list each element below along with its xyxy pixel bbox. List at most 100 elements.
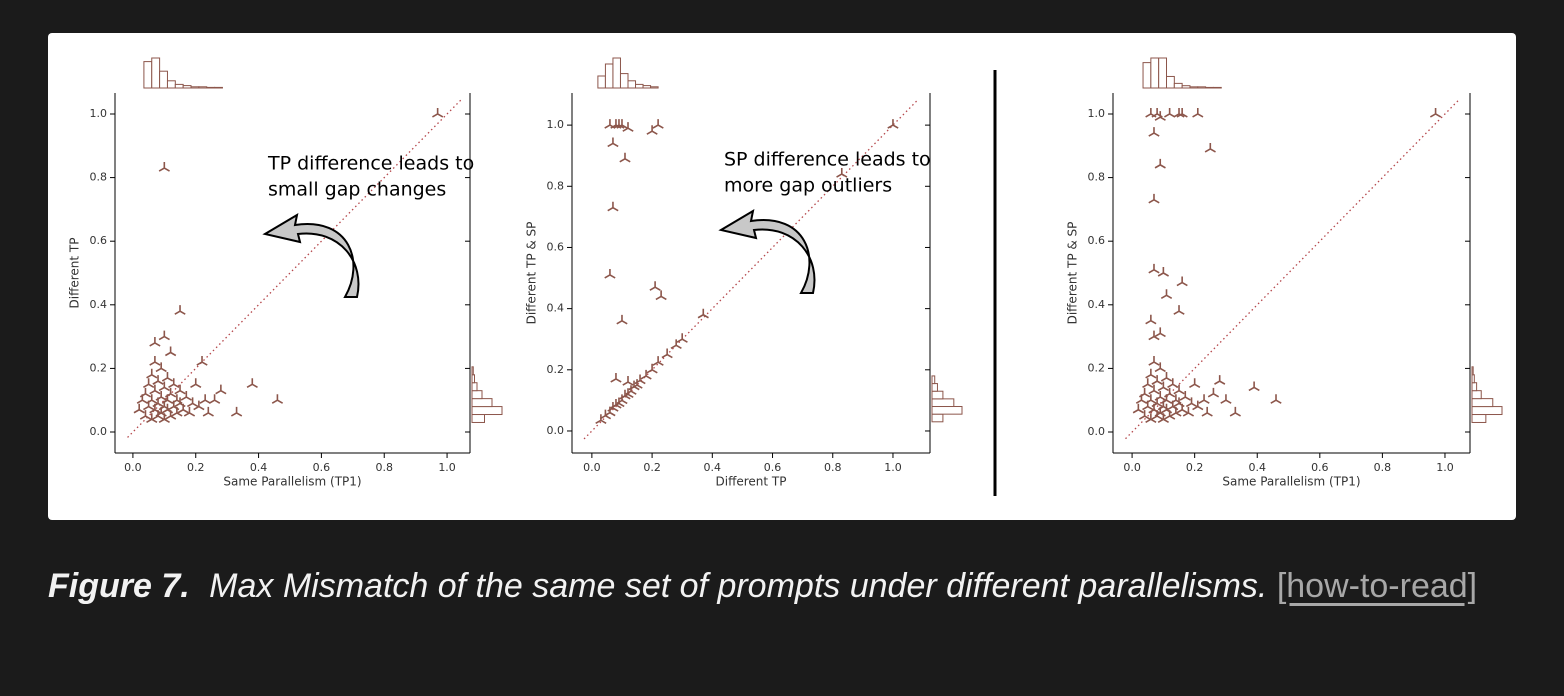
point xyxy=(1154,391,1166,401)
point xyxy=(177,403,189,414)
x-tick-label: 0.6 xyxy=(313,461,331,474)
x-hist-bar xyxy=(650,86,659,89)
x-hist-bar xyxy=(1158,57,1168,89)
point xyxy=(640,369,652,380)
point xyxy=(158,162,170,172)
point xyxy=(1214,375,1226,385)
x-hist-bar xyxy=(143,61,153,89)
point xyxy=(1176,276,1188,287)
annotation: more gap outliers xyxy=(724,175,892,197)
y-hist-bar xyxy=(931,413,944,423)
y-axis-label: Different TP xyxy=(68,238,82,309)
point xyxy=(142,378,155,389)
y-hist-bar xyxy=(471,398,493,408)
x-hist-bar xyxy=(642,85,652,89)
point xyxy=(208,394,221,404)
x-hist-bar xyxy=(627,80,637,89)
x-hist-bar xyxy=(1150,57,1160,89)
x-hist-bar xyxy=(1205,86,1214,89)
figure-panel xyxy=(48,33,1516,520)
x-axis-label: Same Parallelism (TP1) xyxy=(1222,475,1360,489)
point xyxy=(1148,330,1160,341)
y-hist-bar xyxy=(471,414,485,423)
y-hist-bar xyxy=(931,406,963,415)
x-hist-bar xyxy=(1181,85,1191,89)
x-tick-label: 0.6 xyxy=(1311,461,1329,474)
point xyxy=(670,339,682,350)
point xyxy=(158,381,170,392)
x-hist-bar xyxy=(1142,62,1152,89)
x-tick-label: 0.0 xyxy=(583,461,601,474)
point xyxy=(171,406,183,417)
y-tick-label: 0.4 xyxy=(547,302,565,315)
x-hist-bar xyxy=(597,75,606,89)
x-hist-bar xyxy=(214,86,223,89)
point xyxy=(139,410,152,420)
point xyxy=(1138,410,1151,420)
y-tick-label: 0.6 xyxy=(547,240,565,253)
x-hist-bar xyxy=(1197,86,1207,89)
point xyxy=(1145,413,1157,423)
x-hist-bar xyxy=(1189,86,1199,89)
y-axis-label: Different TP & SP xyxy=(1066,222,1080,325)
y-hist-bar xyxy=(931,398,955,408)
diagonal xyxy=(583,98,920,440)
point xyxy=(1157,381,1169,392)
x-tick-label: 0.6 xyxy=(764,461,782,474)
x-tick-label: 0.8 xyxy=(375,461,393,474)
point xyxy=(1173,305,1185,315)
y-hist-bar xyxy=(1471,414,1487,423)
x-tick-label: 0.4 xyxy=(704,461,722,474)
y-tick-label: 0.0 xyxy=(1088,425,1106,438)
x-hist-bar xyxy=(174,83,184,89)
point xyxy=(1151,375,1163,385)
point xyxy=(164,410,177,420)
x-tick-label: 0.8 xyxy=(1374,461,1392,474)
point xyxy=(1148,356,1160,366)
point xyxy=(1201,406,1213,417)
point xyxy=(139,387,152,398)
point xyxy=(193,400,205,411)
how-to-read-link[interactable]: [how-to-read] xyxy=(1276,567,1478,605)
x-hist-bar xyxy=(198,86,208,89)
x-axis-label: Different TP xyxy=(716,475,787,489)
point xyxy=(616,119,628,129)
point xyxy=(1185,397,1198,408)
y-tick-label: 1.0 xyxy=(90,107,108,120)
diagonal xyxy=(1125,98,1460,440)
point xyxy=(1145,314,1157,325)
y-tick-label: 0.8 xyxy=(1088,171,1106,184)
point xyxy=(161,371,174,382)
point xyxy=(1192,400,1204,411)
point xyxy=(149,336,161,347)
x-hist-bar xyxy=(612,57,621,89)
point xyxy=(158,330,170,341)
y-tick-label: 0.2 xyxy=(90,361,108,374)
y-hist-bar xyxy=(471,382,478,392)
point xyxy=(158,413,170,423)
x-tick-label: 0.8 xyxy=(824,461,842,474)
point xyxy=(836,168,848,178)
x-tick-label: 0.2 xyxy=(1186,461,1204,474)
point xyxy=(1220,394,1232,404)
point xyxy=(1167,378,1179,389)
point xyxy=(1270,394,1282,404)
point xyxy=(174,384,186,395)
point xyxy=(164,387,177,398)
annotation: small gap changes xyxy=(268,179,446,201)
y-hist-bar xyxy=(931,390,944,400)
point xyxy=(619,152,631,163)
point xyxy=(607,201,619,212)
point xyxy=(168,378,180,389)
point xyxy=(180,391,192,401)
point xyxy=(607,137,619,148)
x-tick-label: 0.2 xyxy=(643,461,661,474)
x-tick-label: 0.0 xyxy=(1123,461,1141,474)
annotation: TP difference leads to xyxy=(267,153,474,175)
y-tick-label: 0.0 xyxy=(90,425,108,438)
caption-text: Max Mismatch of the same set of prompts … xyxy=(209,567,1268,605)
point xyxy=(1154,111,1166,121)
y-tick-label: 0.2 xyxy=(547,363,565,376)
point xyxy=(1207,387,1220,398)
y-tick-label: 1.0 xyxy=(547,118,565,131)
